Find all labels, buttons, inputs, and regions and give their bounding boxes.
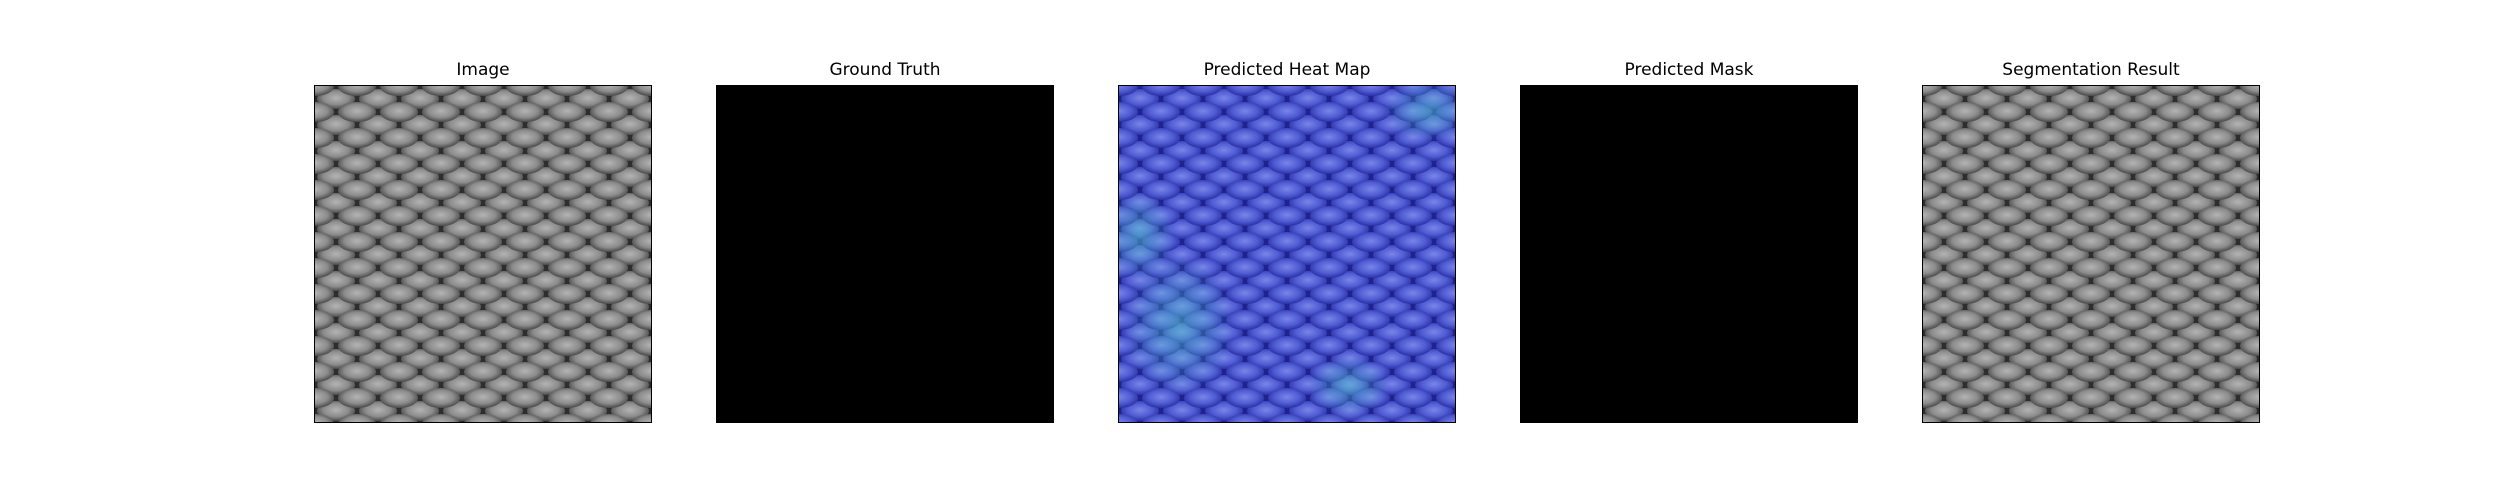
panel-title-segmentation-result: Segmentation Result [2002,60,2180,80]
segmentation-result-image [1922,85,2260,423]
panel-title-predicted-mask: Predicted Mask [1624,60,1754,80]
heat-map-image [1118,85,1456,423]
mesh-texture-image [315,86,651,422]
panel-title-image: Image [456,60,510,80]
mesh-texture-segmentation [1923,86,2259,422]
panel-title-heat-map: Predicted Heat Map [1203,60,1371,80]
predicted-mask [1520,85,1858,423]
panel-title-ground-truth: Ground Truth [829,60,941,80]
ground-truth-mask [716,85,1054,423]
input-image [314,85,652,423]
mesh-texture-heat-map [1119,86,1455,422]
